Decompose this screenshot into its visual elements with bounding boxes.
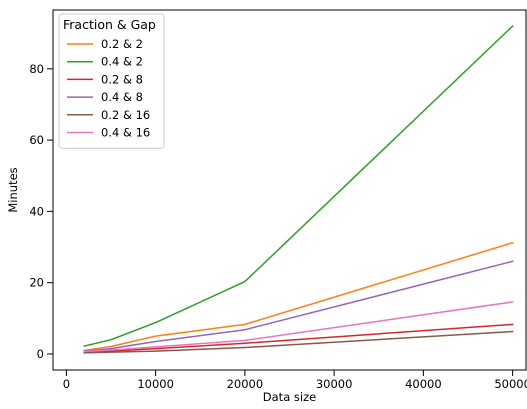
y-tick-label: 60 [29, 133, 44, 147]
x-tick-label: 30000 [316, 377, 353, 391]
series-line-3 [83, 260, 514, 352]
x-tick-label: 40000 [405, 377, 442, 391]
legend-label-2: 0.2 & 8 [101, 72, 143, 86]
legend-label-4: 0.2 & 16 [101, 108, 150, 122]
plot-area [83, 24, 514, 354]
legend-label-1: 0.4 & 2 [101, 55, 143, 69]
series-line-1 [83, 24, 514, 348]
series-line-2 [83, 323, 514, 353]
series-line-0 [83, 241, 514, 352]
legend-label-3: 0.4 & 8 [101, 90, 143, 104]
legend: Fraction & Gap 0.2 & 2 0.4 & 2 0.2 & 8 0.4 … [58, 13, 165, 149]
y-tick-label: 40 [29, 204, 44, 218]
x-tick-label: 20000 [227, 377, 264, 391]
x-tick-label: 0 [63, 377, 70, 391]
series-line-4 [83, 330, 514, 354]
series-line-5 [83, 301, 514, 353]
legend-title: Fraction & Gap [63, 17, 156, 32]
x-tick-label: 10000 [137, 377, 174, 391]
x-axis-label: Data size [263, 390, 316, 404]
y-tick-label: 20 [29, 276, 44, 290]
y-tick-label: 0 [37, 347, 44, 361]
axes-frame [52, 9, 527, 371]
y-tick-label: 80 [29, 62, 44, 76]
y-axis-label: Minutes [6, 167, 20, 212]
legend-label-5: 0.4 & 16 [101, 126, 150, 140]
legend-label-0: 0.2 & 2 [101, 37, 143, 51]
